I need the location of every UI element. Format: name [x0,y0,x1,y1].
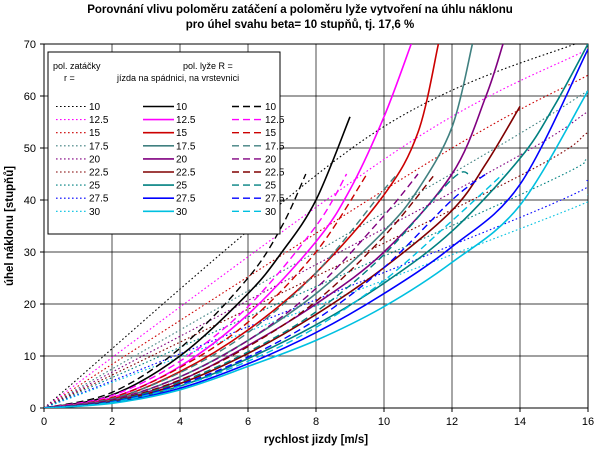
legend-label-dotted-27-5: 27.5 [89,194,109,205]
legend-label-dashed-10: 10 [265,102,277,113]
legend-label-solid-20: 20 [176,154,188,165]
legend-label-dotted-17-5: 17.5 [89,141,109,152]
series-solid-27-5 [44,48,588,408]
legend-label-dotted-10: 10 [89,102,101,113]
legend-header-left-1: pol. zatáčky [53,61,101,71]
legend-label-solid-30: 30 [176,207,188,218]
x-tick-label: 6 [245,416,251,428]
chart-title-line-2: pro úhel svahu beta= 10 stupňů, tj. 17,6… [186,19,414,31]
legend-label-solid-27-5: 27.5 [176,194,196,205]
series-solid-12-5 [44,44,412,408]
legend-label-dotted-12-5: 12.5 [89,115,109,126]
legend-label-dashed-20: 20 [265,154,277,165]
legend-label-dotted-25: 25 [89,181,101,192]
series-dashed-30 [44,173,504,408]
legend-header-right-2: jízda na spádnici, na vrstevnici [116,73,239,83]
legend-label-solid-15: 15 [176,128,188,139]
x-tick-label: 4 [177,416,183,428]
series-dashed-10 [44,173,307,408]
series-dashed-12-5 [44,173,348,408]
legend-label-solid-12-5: 12.5 [176,115,196,126]
x-axis-ticks: 0 2 4 6 8 10 12 14 16 [41,408,594,428]
y-tick-label: 40 [24,195,36,207]
x-axis-label: rychlost jizdy [m/s] [264,434,368,446]
legend-label-dotted-20: 20 [89,154,101,165]
legend-label-dotted-22-5: 22.5 [89,168,109,179]
legend-label-dotted-15: 15 [89,128,101,139]
legend-label-dashed-22-5: 22.5 [265,168,285,179]
y-tick-label: 0 [30,403,36,415]
series-dashed-20 [44,173,419,408]
legend-header-left-2: r = [64,73,75,83]
y-axis-label: úhel náklonu [stupňů] [4,166,16,286]
legend-label-dashed-12-5: 12.5 [265,115,285,126]
chart-title-line-1: Porovnání vlivu poloměru zatáčení a polo… [87,4,513,16]
y-tick-label: 60 [24,91,36,103]
y-axis-ticks: 0 10 20 30 40 50 60 70 [24,39,44,415]
series-dotted-12-5 [44,48,588,408]
legend-label-solid-10: 10 [176,102,188,113]
legend: pol. zatáčky r = pol. lyže R = jízda na … [47,51,285,235]
legend-label-dashed-30: 30 [265,207,277,218]
legend-label-dotted-30: 30 [89,207,101,218]
series-solid-30 [44,90,588,408]
legend-label-dashed-15: 15 [265,128,277,139]
series-lines [44,44,588,408]
legend-label-dashed-27-5: 27.5 [265,194,285,205]
series-dotted-17-5 [44,90,588,408]
y-tick-label: 70 [24,39,36,51]
legend-header-right-1: pol. lyže R = [183,61,233,71]
x-tick-label: 10 [378,416,390,428]
x-tick-label: 16 [582,416,594,428]
y-tick-label: 10 [24,351,36,363]
legend-entries: 10 12.5 15 17.5 20 22.5 25 27.5 30 10 12.5 15 17.5 20… [56,102,285,218]
y-tick-label: 20 [24,299,36,311]
x-tick-label: 0 [41,416,47,428]
series-dashed-27-5 [44,173,487,408]
legend-label-solid-25: 25 [176,181,188,192]
series-dotted-27-5 [44,178,588,408]
x-tick-label: 12 [446,416,458,428]
y-tick-label: 30 [24,247,36,259]
series-dotted-10 [44,44,577,408]
x-tick-label: 14 [514,416,526,428]
series-dotted-22-5 [44,131,588,408]
y-tick-label: 50 [24,143,36,155]
series-dashed-25 [44,171,470,408]
legend-label-dashed-17-5: 17.5 [265,141,285,152]
series-dashed-15 [44,173,368,408]
series-dashed-17-5 [44,173,399,408]
legend-label-solid-22-5: 22.5 [176,168,196,179]
x-tick-label: 2 [109,416,115,428]
legend-label-solid-17-5: 17.5 [176,141,196,152]
legend-label-dashed-25: 25 [265,181,277,192]
legend-box [47,51,281,235]
x-tick-label: 8 [313,416,319,428]
